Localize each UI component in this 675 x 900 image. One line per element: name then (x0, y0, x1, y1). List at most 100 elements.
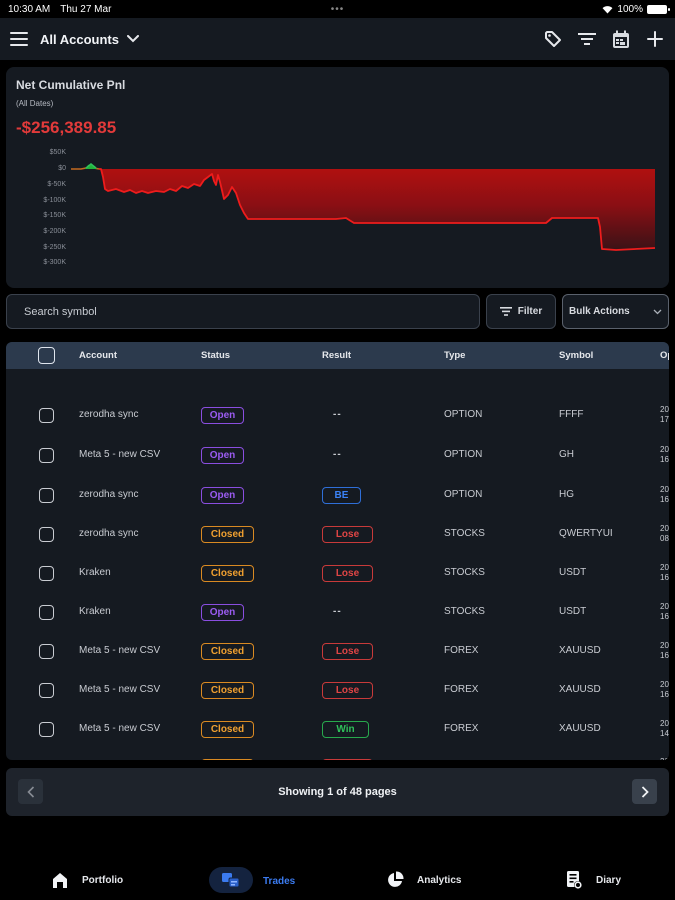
account-cell: zerodha sync (79, 409, 139, 420)
type-cell: FOREX (444, 723, 479, 734)
column-header-account[interactable]: Account (79, 350, 117, 361)
opened-date-line1: 20 (660, 602, 669, 611)
table-header: Account Status Result Type Symbol Op (6, 342, 669, 369)
opened-date-line1: 20 (660, 680, 669, 689)
next-page-button[interactable] (632, 779, 657, 804)
type-cell: STOCKS (444, 606, 485, 617)
filter-button[interactable]: Filter (486, 294, 556, 329)
opened-date-line2: 16 (660, 651, 669, 660)
type-cell: OPTION (444, 489, 483, 500)
opened-date-line2: 16 (660, 495, 669, 504)
chart-subtitle: (All Dates) (16, 99, 54, 108)
row-checkbox[interactable] (39, 448, 54, 463)
table-row[interactable]: Meta 5 - new CSV Closed Win FOREX XAUUSD 20 14 (6, 710, 669, 749)
nav-label-portfolio: Portfolio (82, 874, 124, 886)
status-bar: 10:30 AM Thu 27 Mar ••• 100% (0, 0, 675, 18)
chevron-down-icon (126, 35, 139, 43)
battery-icon (647, 4, 670, 14)
row-checkbox[interactable] (39, 408, 54, 423)
symbol-cell: XAUUSD (559, 645, 601, 656)
account-cell: zerodha sync (79, 528, 139, 539)
column-header-status[interactable]: Status (201, 350, 231, 361)
table-row[interactable]: zerodha sync Open BE OPTION HG 20 16 (6, 476, 669, 515)
y-tick: $-50K (47, 181, 66, 188)
table-row[interactable]: Meta 5 - new CSV Open -- OPTION GH 20 16 (6, 436, 669, 475)
opened-date-line1: 20 (660, 405, 669, 414)
status-badge: Closed (201, 643, 254, 660)
account-cell: Meta 5 - new CSV (79, 645, 161, 656)
symbol-cell: USDT (559, 567, 587, 578)
status-badge: Open (201, 407, 244, 424)
account-selector[interactable]: All Accounts (40, 32, 139, 47)
search-input[interactable] (24, 305, 462, 318)
table-row[interactable]: Meta 5 - new CSVClosedLoseFOREXXAUUSD201… (6, 748, 669, 760)
opened-date-line2: 16 (660, 573, 669, 582)
row-checkbox[interactable] (39, 566, 54, 581)
result-badge: Lose (322, 759, 373, 760)
column-header-opened[interactable]: Op (660, 350, 669, 361)
nav-item-portfolio[interactable]: Portfolio (48, 870, 123, 890)
row-checkbox[interactable] (39, 683, 54, 698)
row-checkbox[interactable] (39, 722, 54, 737)
result-empty: -- (333, 449, 342, 460)
nav-item-diary[interactable]: Diary (562, 870, 621, 890)
opened-date-line1: 20 (660, 524, 669, 533)
opened-date-cell: 20 08 (660, 524, 669, 544)
nav-item-trades[interactable]: Trades (209, 867, 295, 893)
opened-date-line2: 14 (660, 729, 669, 738)
row-checkbox[interactable] (39, 644, 54, 659)
filter-button-label: Filter (517, 306, 543, 317)
opened-date-cell: 20 14 (660, 719, 669, 739)
nav-label-analytics: Analytics (417, 874, 462, 886)
account-selector-label: All Accounts (40, 31, 119, 47)
wifi-icon (602, 5, 613, 14)
opened-date-line1: 20 (660, 641, 669, 650)
type-cell: STOCKS (444, 567, 485, 578)
row-checkbox[interactable] (39, 488, 54, 503)
account-cell: Meta 5 - new CSV (79, 684, 161, 695)
status-badge: Closed (201, 682, 254, 699)
diary-icon (562, 870, 586, 890)
chevron-left-icon (26, 785, 34, 798)
calendar-icon[interactable] (611, 29, 631, 49)
table-row[interactable]: Kraken Open -- STOCKS USDT 20 16 (6, 593, 669, 632)
opened-date-line2: 17 (660, 415, 669, 424)
column-header-symbol[interactable]: Symbol (559, 350, 594, 361)
search-box[interactable] (6, 294, 480, 329)
filter-icon[interactable] (577, 29, 597, 49)
pnl-area-chart[interactable] (6, 67, 669, 288)
nav-item-analytics[interactable]: Analytics (383, 870, 461, 890)
y-tick: $50K (49, 149, 66, 156)
multitasking-dots-icon[interactable]: ••• (330, 3, 345, 15)
y-tick: $-150K (43, 212, 66, 219)
opened-date-line2: 08 (660, 534, 669, 543)
battery-percent: 100% (617, 3, 643, 15)
table-row[interactable]: zerodha sync Open -- OPTION FFFF 20 17 (6, 396, 669, 435)
tag-icon[interactable] (543, 29, 563, 49)
symbol-cell: USDT (559, 606, 587, 617)
table-row[interactable]: zerodha sync Closed Lose STOCKS QWERTYUI 20 08 (6, 515, 669, 554)
opened-date-line2: 16 (660, 455, 669, 464)
chart-title: Net Cumulative Pnl (16, 78, 126, 92)
previous-page-button[interactable] (18, 779, 43, 804)
filter-icon (499, 307, 512, 316)
result-badge: Lose (322, 565, 373, 582)
status-date: Thu 27 Mar (60, 3, 112, 15)
select-all-checkbox[interactable] (38, 347, 55, 364)
row-checkbox[interactable] (39, 527, 54, 542)
plus-icon[interactable] (645, 29, 665, 49)
bulk-actions-label: Bulk Actions (569, 306, 630, 317)
column-header-result[interactable]: Result (322, 350, 352, 361)
status-badge: Open (201, 604, 244, 621)
account-cell: Meta 5 - new CSV (79, 723, 161, 734)
result-badge: Lose (322, 526, 373, 543)
menu-icon[interactable] (10, 32, 28, 46)
column-header-type[interactable]: Type (444, 350, 466, 361)
table-row[interactable]: Kraken Closed Lose STOCKS USDT 20 16 (6, 554, 669, 593)
bulk-actions-dropdown[interactable]: Bulk Actions (562, 294, 669, 329)
row-checkbox[interactable] (39, 605, 54, 620)
